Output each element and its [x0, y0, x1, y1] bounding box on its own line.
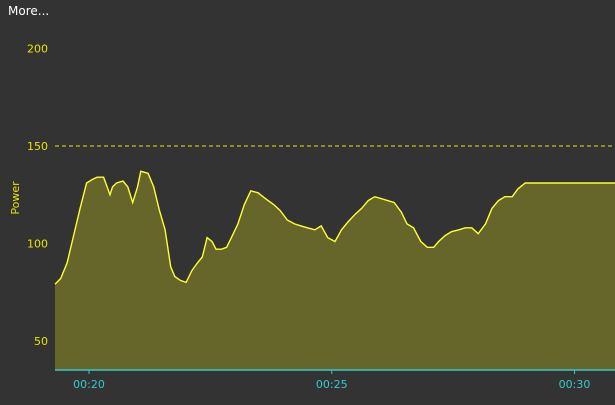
y-tick-label: 50 — [34, 335, 48, 348]
more-menu-button[interactable]: More... — [8, 4, 50, 18]
x-tick-label: 00:20 — [73, 378, 105, 391]
power-series-area — [55, 171, 615, 370]
x-axis-ticks: 00:20 00:25 00:30 — [73, 370, 590, 391]
y-tick-label: 150 — [27, 140, 48, 153]
x-tick-label: 00:25 — [316, 378, 348, 391]
x-tick-label: 00:30 — [559, 378, 591, 391]
power-series-line — [54, 170, 615, 285]
y-tick-label: 100 — [27, 237, 48, 250]
y-axis-label: Power — [9, 181, 22, 215]
y-tick-label: 200 — [27, 43, 48, 56]
y-axis-ticks: 200 150 100 50 — [27, 43, 48, 348]
